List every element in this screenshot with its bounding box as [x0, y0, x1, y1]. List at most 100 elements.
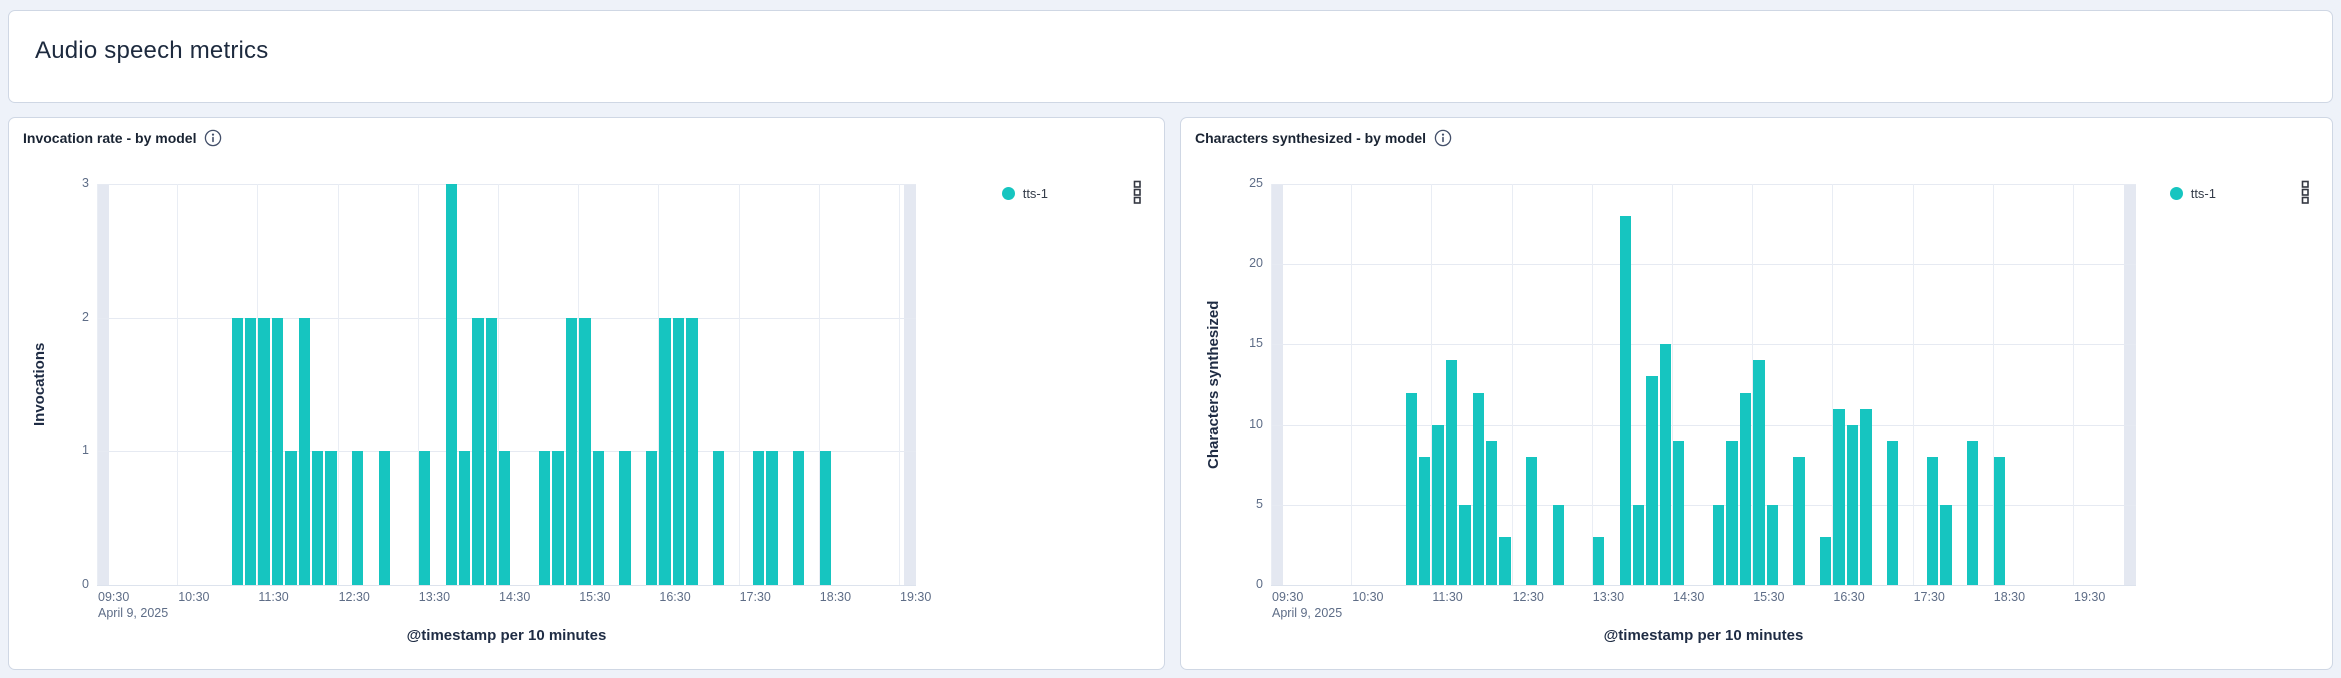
bar[interactable] [1860, 408, 1872, 585]
bar[interactable] [793, 451, 805, 585]
bar[interactable] [499, 451, 511, 585]
bar[interactable] [1993, 456, 2006, 585]
bar[interactable] [1793, 456, 1805, 585]
panel-invocation-rate: Invocation rate - by model tts-1 Invocat… [8, 117, 1165, 670]
bar[interactable] [686, 317, 698, 585]
bar[interactable] [539, 451, 551, 585]
bar[interactable] [418, 451, 431, 585]
y-tick-label: 0 [1256, 577, 1263, 591]
grid-line-x [257, 184, 259, 585]
x-tick-label: 14:30 [499, 590, 531, 604]
bar[interactable] [311, 451, 324, 585]
bar[interactable] [298, 317, 310, 585]
grid-line-y [1271, 424, 2136, 426]
info-icon[interactable] [204, 129, 222, 147]
bar[interactable] [659, 317, 671, 585]
bar[interactable] [565, 317, 578, 585]
bar[interactable] [1659, 344, 1672, 585]
bar[interactable] [619, 451, 631, 585]
partial-bucket-band [1271, 184, 1283, 585]
bar[interactable] [445, 184, 457, 585]
bar[interactable] [485, 317, 498, 585]
bar[interactable] [1552, 504, 1565, 585]
bar[interactable] [458, 451, 471, 585]
grid-line-x [738, 184, 740, 585]
bar[interactable] [1525, 456, 1538, 585]
bar[interactable] [245, 317, 257, 585]
x-tick-label: 13:30 [418, 590, 451, 604]
bar[interactable] [231, 317, 244, 585]
y-tick-label: 3 [82, 176, 89, 190]
legend-label[interactable]: tts-1 [1022, 186, 1048, 201]
panel-characters-synthesized: Characters synthesized - by model tts-1 … [1180, 117, 2333, 670]
legend-label[interactable]: tts-1 [2190, 186, 2216, 201]
bar[interactable] [1592, 536, 1605, 585]
bar[interactable] [1753, 360, 1765, 585]
bar[interactable] [1967, 440, 1979, 585]
bar[interactable] [646, 451, 658, 585]
bar[interactable] [378, 451, 391, 585]
bar[interactable] [1846, 424, 1859, 585]
boxes-vertical-icon[interactable] [2301, 180, 2310, 204]
grid-line-x [417, 184, 419, 585]
bar[interactable] [271, 317, 284, 585]
bar[interactable] [1405, 392, 1418, 585]
grid-line-y [1271, 504, 2136, 506]
y-tick-label: 5 [1256, 496, 1263, 511]
x-tick-label: 16:30 [659, 590, 691, 604]
legend-dot-icon [1001, 187, 1015, 200]
bar[interactable] [1619, 216, 1631, 585]
x-tick-label: 10:30 [178, 590, 210, 604]
panel-title: Characters synthesized - by model [1195, 130, 1427, 146]
x-axis-title: @timestamp per 10 minutes [406, 627, 607, 644]
bar[interactable] [1886, 440, 1899, 585]
bar[interactable] [1926, 456, 1939, 585]
bar[interactable] [1472, 392, 1484, 585]
bar[interactable] [1940, 504, 1952, 585]
x-tick-label: 09:30 [1272, 590, 1304, 604]
bar[interactable] [1739, 392, 1752, 585]
info-icon[interactable] [1434, 129, 1452, 147]
grid-line-x [498, 184, 499, 585]
bar[interactable] [351, 451, 364, 585]
bar[interactable] [1766, 504, 1778, 585]
bar[interactable] [712, 451, 725, 585]
grid-line-y [1271, 184, 2136, 185]
bar[interactable] [819, 451, 832, 585]
bar[interactable] [766, 451, 778, 585]
bar[interactable] [285, 451, 297, 585]
bar[interactable] [1432, 424, 1444, 585]
bar[interactable] [1820, 536, 1832, 585]
bar[interactable] [1499, 536, 1511, 585]
grid-line-x [1912, 184, 1914, 585]
bar[interactable] [1833, 408, 1845, 585]
bar[interactable] [579, 317, 591, 585]
grid-line-y [97, 585, 916, 586]
bar[interactable] [1459, 504, 1471, 585]
bar[interactable] [1632, 504, 1645, 585]
bar[interactable] [1485, 440, 1498, 585]
y-axis-title: Characters synthesized [1205, 300, 1222, 469]
x-tick-label: 19:30 [2074, 590, 2106, 604]
bar[interactable] [752, 451, 765, 585]
grid-line-x [818, 184, 820, 585]
bar[interactable] [592, 451, 604, 585]
bar[interactable] [1713, 504, 1725, 585]
bar[interactable] [1445, 360, 1458, 585]
bar[interactable] [472, 317, 484, 585]
grid-line-y [1271, 585, 2136, 586]
bar[interactable] [1673, 440, 1685, 585]
bar[interactable] [552, 451, 564, 585]
y-axis-title: Invocations [31, 342, 48, 427]
partial-bucket-band [2124, 184, 2136, 585]
bar[interactable] [325, 451, 337, 585]
panel-header: Characters synthesized - by model [1181, 118, 1466, 158]
bar[interactable] [1646, 376, 1658, 585]
bar[interactable] [258, 317, 270, 585]
x-tick-label: 12:30 [1512, 590, 1544, 604]
bar[interactable] [1419, 456, 1431, 585]
bar[interactable] [1726, 440, 1738, 585]
grid-line-x [1511, 184, 1513, 585]
boxes-vertical-icon[interactable] [1133, 180, 1142, 204]
bar[interactable] [672, 317, 685, 585]
